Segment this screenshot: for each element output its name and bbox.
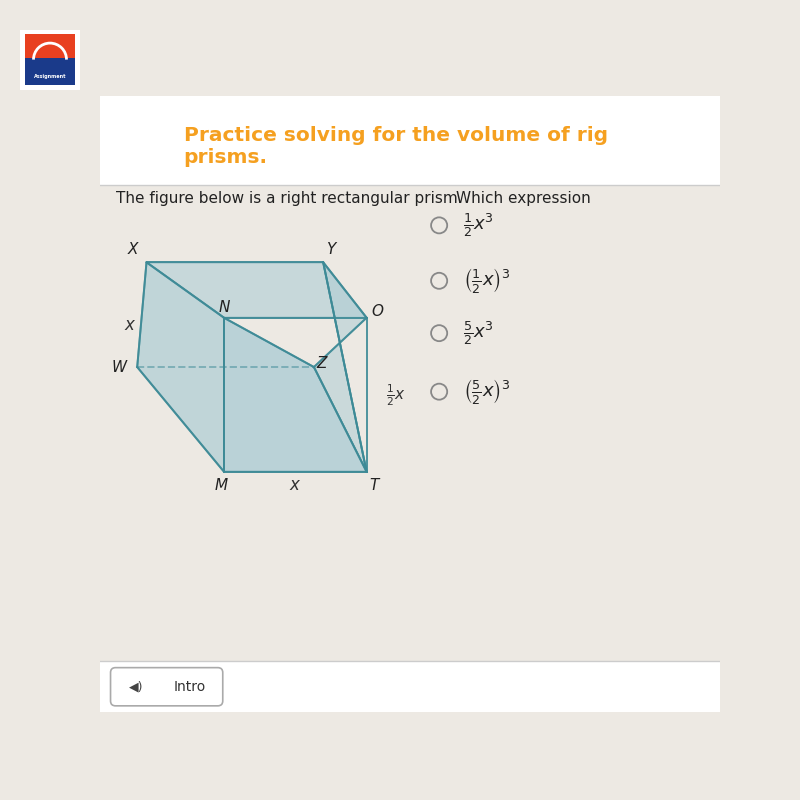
Text: The figure below is a right rectangular prism.: The figure below is a right rectangular … [115, 191, 462, 206]
Text: prisms.: prisms. [184, 148, 268, 167]
Text: $\frac{1}{2}x$: $\frac{1}{2}x$ [386, 382, 406, 407]
Text: X: X [128, 242, 138, 258]
Text: N: N [218, 301, 230, 315]
Polygon shape [146, 262, 366, 318]
Polygon shape [224, 318, 366, 472]
FancyBboxPatch shape [25, 58, 75, 85]
Text: Practice solving for the volume of rig: Practice solving for the volume of rig [184, 126, 608, 145]
Text: $x$: $x$ [289, 476, 302, 494]
Text: Y: Y [326, 242, 335, 258]
Text: $\frac{1}{2}x^3$: $\frac{1}{2}x^3$ [462, 211, 494, 239]
Polygon shape [138, 262, 224, 472]
Text: $\left(\frac{5}{2}x\right)^3$: $\left(\frac{5}{2}x\right)^3$ [462, 377, 510, 406]
FancyBboxPatch shape [100, 96, 720, 186]
Text: T: T [370, 478, 378, 493]
Text: Intro: Intro [174, 680, 206, 694]
Text: $x$: $x$ [123, 316, 136, 334]
Text: O: O [372, 304, 384, 319]
Text: ◀): ◀) [129, 680, 143, 694]
Text: Which expression: Which expression [457, 191, 591, 206]
Text: Z: Z [316, 357, 326, 371]
FancyBboxPatch shape [100, 662, 720, 712]
Text: Assignment: Assignment [34, 74, 66, 79]
FancyBboxPatch shape [18, 28, 82, 91]
Text: $\frac{5}{2}x^3$: $\frac{5}{2}x^3$ [462, 319, 494, 347]
FancyBboxPatch shape [25, 34, 75, 60]
Text: W: W [111, 359, 126, 374]
Polygon shape [314, 262, 366, 472]
Polygon shape [25, 34, 75, 60]
Text: M: M [214, 478, 227, 493]
FancyBboxPatch shape [110, 668, 222, 706]
Text: $\left(\frac{1}{2}x\right)^3$: $\left(\frac{1}{2}x\right)^3$ [462, 266, 510, 295]
